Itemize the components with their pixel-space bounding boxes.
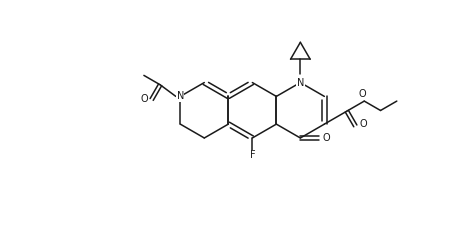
Text: N: N [177, 91, 184, 101]
Text: F: F [249, 150, 255, 160]
Text: O: O [140, 94, 148, 104]
Text: O: O [322, 133, 330, 143]
Text: O: O [359, 119, 367, 129]
Text: O: O [359, 89, 366, 99]
Text: N: N [297, 78, 304, 88]
